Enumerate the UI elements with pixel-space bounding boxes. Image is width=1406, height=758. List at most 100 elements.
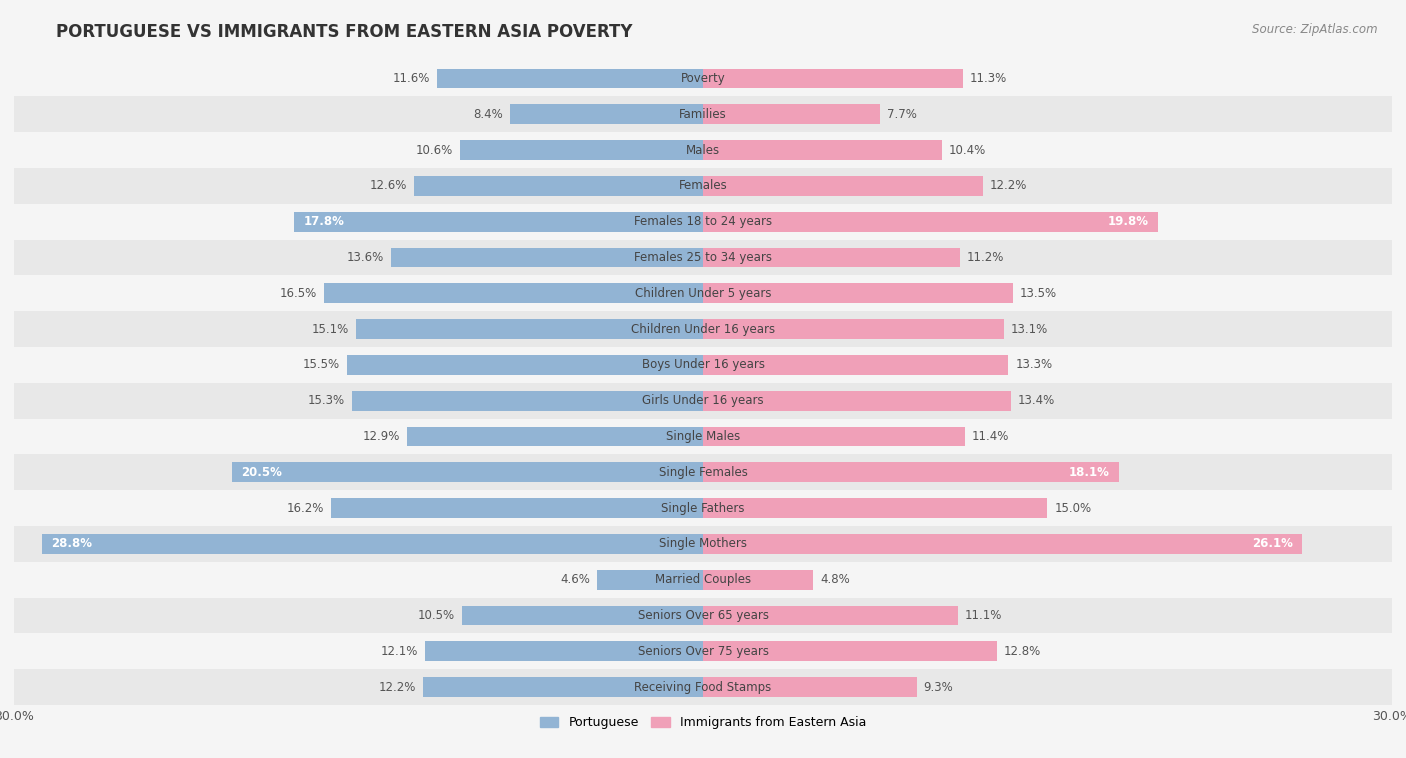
Text: 28.8%: 28.8% <box>51 537 91 550</box>
Bar <box>703 319 1004 339</box>
Bar <box>703 283 1012 303</box>
Text: 10.4%: 10.4% <box>949 143 986 157</box>
Bar <box>423 677 703 697</box>
Text: 12.2%: 12.2% <box>378 681 416 694</box>
Text: Poverty: Poverty <box>681 72 725 85</box>
Bar <box>14 418 1392 454</box>
Text: Single Males: Single Males <box>666 430 740 443</box>
Bar <box>703 69 963 89</box>
Text: Girls Under 16 years: Girls Under 16 years <box>643 394 763 407</box>
Text: 19.8%: 19.8% <box>1108 215 1149 228</box>
Text: 10.5%: 10.5% <box>418 609 456 622</box>
Bar <box>460 140 703 160</box>
Text: 15.3%: 15.3% <box>308 394 344 407</box>
Text: 7.7%: 7.7% <box>887 108 917 121</box>
Bar <box>391 248 703 268</box>
Text: Children Under 5 years: Children Under 5 years <box>634 287 772 300</box>
Text: 10.6%: 10.6% <box>415 143 453 157</box>
Bar <box>14 96 1392 132</box>
Text: 16.5%: 16.5% <box>280 287 318 300</box>
Text: PORTUGUESE VS IMMIGRANTS FROM EASTERN ASIA POVERTY: PORTUGUESE VS IMMIGRANTS FROM EASTERN AS… <box>56 23 633 41</box>
Bar <box>598 570 703 590</box>
Bar <box>703 212 1157 231</box>
Text: 13.1%: 13.1% <box>1011 323 1047 336</box>
Bar <box>14 204 1392 240</box>
Bar <box>14 490 1392 526</box>
Bar <box>413 176 703 196</box>
Bar <box>14 240 1392 275</box>
Text: Males: Males <box>686 143 720 157</box>
Text: Females 25 to 34 years: Females 25 to 34 years <box>634 251 772 264</box>
Bar <box>703 570 813 590</box>
Bar <box>14 634 1392 669</box>
Text: 12.9%: 12.9% <box>363 430 399 443</box>
Bar <box>42 534 703 553</box>
Bar <box>703 105 880 124</box>
Text: 12.8%: 12.8% <box>1004 645 1040 658</box>
Text: Families: Families <box>679 108 727 121</box>
Text: 11.1%: 11.1% <box>965 609 1002 622</box>
Text: 4.8%: 4.8% <box>820 573 849 586</box>
Text: 12.6%: 12.6% <box>370 180 406 193</box>
Text: 11.3%: 11.3% <box>969 72 1007 85</box>
Text: Boys Under 16 years: Boys Under 16 years <box>641 359 765 371</box>
Bar <box>356 319 703 339</box>
Bar <box>703 176 983 196</box>
Bar <box>14 347 1392 383</box>
Bar <box>14 275 1392 312</box>
Text: Married Couples: Married Couples <box>655 573 751 586</box>
Text: Single Mothers: Single Mothers <box>659 537 747 550</box>
Text: 20.5%: 20.5% <box>242 465 283 479</box>
Text: 13.5%: 13.5% <box>1019 287 1057 300</box>
Bar <box>347 355 703 374</box>
Text: 12.1%: 12.1% <box>381 645 418 658</box>
Text: 15.0%: 15.0% <box>1054 502 1091 515</box>
Bar <box>14 597 1392 634</box>
Bar <box>703 391 1011 411</box>
Text: 9.3%: 9.3% <box>924 681 953 694</box>
Text: 13.6%: 13.6% <box>346 251 384 264</box>
Bar <box>294 212 703 231</box>
Text: Children Under 16 years: Children Under 16 years <box>631 323 775 336</box>
Bar <box>352 391 703 411</box>
Text: 17.8%: 17.8% <box>304 215 344 228</box>
Bar <box>14 526 1392 562</box>
Text: Seniors Over 75 years: Seniors Over 75 years <box>637 645 769 658</box>
Bar <box>14 61 1392 96</box>
Text: 11.2%: 11.2% <box>967 251 1004 264</box>
Bar <box>14 562 1392 597</box>
Text: Single Females: Single Females <box>658 465 748 479</box>
Bar <box>406 427 703 446</box>
Bar <box>14 669 1392 705</box>
Bar <box>425 641 703 661</box>
Text: Females 18 to 24 years: Females 18 to 24 years <box>634 215 772 228</box>
Bar <box>330 498 703 518</box>
Text: 13.4%: 13.4% <box>1018 394 1054 407</box>
Bar <box>703 355 1008 374</box>
Bar <box>461 606 703 625</box>
Bar <box>703 677 917 697</box>
Text: Receiving Food Stamps: Receiving Food Stamps <box>634 681 772 694</box>
Bar <box>14 383 1392 418</box>
Bar <box>437 69 703 89</box>
Text: 12.2%: 12.2% <box>990 180 1028 193</box>
Bar <box>14 168 1392 204</box>
Text: 15.5%: 15.5% <box>304 359 340 371</box>
Legend: Portuguese, Immigrants from Eastern Asia: Portuguese, Immigrants from Eastern Asia <box>534 711 872 735</box>
Bar <box>323 283 703 303</box>
Bar <box>14 132 1392 168</box>
Text: 15.1%: 15.1% <box>312 323 349 336</box>
Text: Source: ZipAtlas.com: Source: ZipAtlas.com <box>1253 23 1378 36</box>
Text: 4.6%: 4.6% <box>561 573 591 586</box>
Text: 13.3%: 13.3% <box>1015 359 1053 371</box>
Bar <box>703 427 965 446</box>
Bar <box>14 454 1392 490</box>
Bar <box>703 641 997 661</box>
Bar <box>703 462 1119 482</box>
Text: Seniors Over 65 years: Seniors Over 65 years <box>637 609 769 622</box>
Bar <box>510 105 703 124</box>
Bar <box>232 462 703 482</box>
Text: 26.1%: 26.1% <box>1253 537 1294 550</box>
Text: 11.4%: 11.4% <box>972 430 1010 443</box>
Bar <box>703 248 960 268</box>
